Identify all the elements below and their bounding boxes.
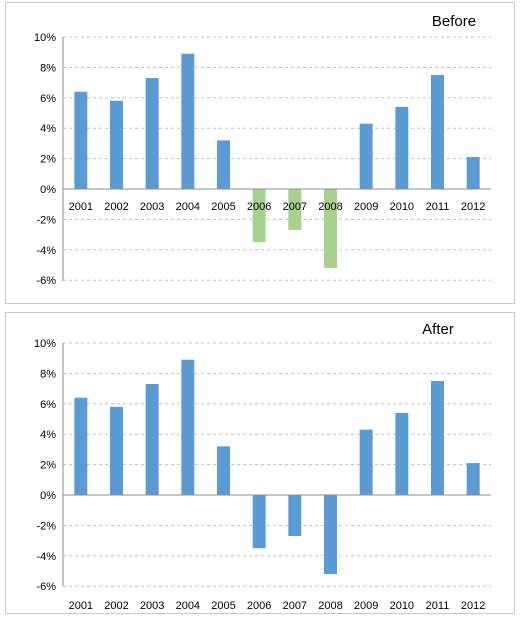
before-x-tick-label: 2007 [283,201,307,213]
before-bar-2001 [74,91,88,189]
before-y-tick-label: -4% [36,245,56,257]
after-x-tick-label: 2010 [390,600,414,612]
before-y-tick-label: 0% [40,184,56,196]
before-bar-2010 [395,106,409,189]
after-bar-2006 [252,495,266,549]
after-bar-2012 [466,463,480,495]
before-bar-2008 [324,189,337,269]
after-y-tick-label: 10% [34,338,56,350]
after-x-tick-label: 2008 [318,600,342,612]
after-x-tick-label: 2012 [461,600,485,612]
before-chart-title: Before [432,13,476,30]
after-bar-2007 [288,495,302,537]
before-y-tick-label: 4% [40,123,56,135]
after-y-tick-label: -2% [36,520,56,532]
after-y-tick-label: -6% [36,581,56,593]
before-bar-2007 [288,189,302,231]
after-x-tick-label: 2011 [426,600,450,612]
after-x-tick-label: 2009 [354,600,378,612]
after-x-tick-label: 2004 [176,600,200,612]
after-bar-2001 [74,397,88,495]
before-bar-2003 [145,78,159,189]
before-y-tick-label: -6% [36,275,56,287]
before-x-tick-label: 2010 [390,201,414,213]
before-x-tick-label: 2005 [211,201,235,213]
after-y-tick-label: 8% [40,368,56,380]
before-x-tick-label: 2006 [247,201,271,213]
chart-after-panel: After 10% 8% 6% 4% 2% 0% -2% -4% -6% 2001 2002 2003 2… [5,312,515,614]
after-bar-2004 [181,359,195,495]
after-y-tick-label: 0% [40,490,56,502]
chart-before-panel: Before 10% 8% 6% 4% 2% 0% -2% -4% -6% 2001 2002 2003… [5,2,515,304]
before-bar-2011 [431,75,444,189]
after-x-tick-label: 2006 [247,600,271,612]
before-x-tick-label: 2002 [104,201,128,213]
after-bar-2003 [145,384,159,495]
after-y-tick-label: 6% [40,399,56,411]
after-y-tick-label: 4% [40,429,56,441]
before-x-tick-label: 2004 [176,201,200,213]
after-bar-2002 [110,406,123,495]
before-x-tick-label: 2011 [426,201,450,213]
after-bar-2009 [359,429,373,495]
after-y-tick-label: -4% [36,551,56,563]
before-bar-2012 [466,157,480,189]
after-bar-2005 [217,446,230,495]
after-x-tick-label: 2001 [69,600,93,612]
before-bar-2009 [359,123,373,189]
after-bar-2011 [431,381,444,495]
after-chart-title: After [422,321,454,338]
before-y-tick-label: 8% [40,62,56,74]
before-x-tick-label: 2009 [354,201,378,213]
after-x-tick-label: 2003 [140,600,164,612]
before-bar-2005 [217,140,230,189]
before-bar-2002 [110,100,123,189]
before-y-tick-label: -2% [36,214,56,226]
chart-after: After 10% 8% 6% 4% 2% 0% -2% -4% -6% 2001 2002 2003 2… [34,321,491,612]
before-x-tick-label: 2012 [461,201,485,213]
before-x-tick-label: 2003 [140,201,164,213]
before-bar-2006 [252,189,266,243]
after-x-tick-label: 2005 [211,600,235,612]
before-bar-2004 [181,53,195,189]
before-x-tick-label: 2008 [318,201,342,213]
after-y-tick-label: 2% [40,460,56,472]
before-y-tick-label: 6% [40,93,56,105]
before-y-tick-label: 10% [34,32,56,44]
chart-before: Before 10% 8% 6% 4% 2% 0% -2% -4% -6% 2001 2002 2003… [34,13,491,287]
after-bar-2010 [395,412,409,495]
after-x-tick-label: 2002 [104,600,128,612]
after-x-tick-label: 2007 [283,600,307,612]
before-y-tick-label: 2% [40,154,56,166]
before-x-tick-label: 2001 [69,201,93,213]
after-bar-2008 [324,495,337,575]
